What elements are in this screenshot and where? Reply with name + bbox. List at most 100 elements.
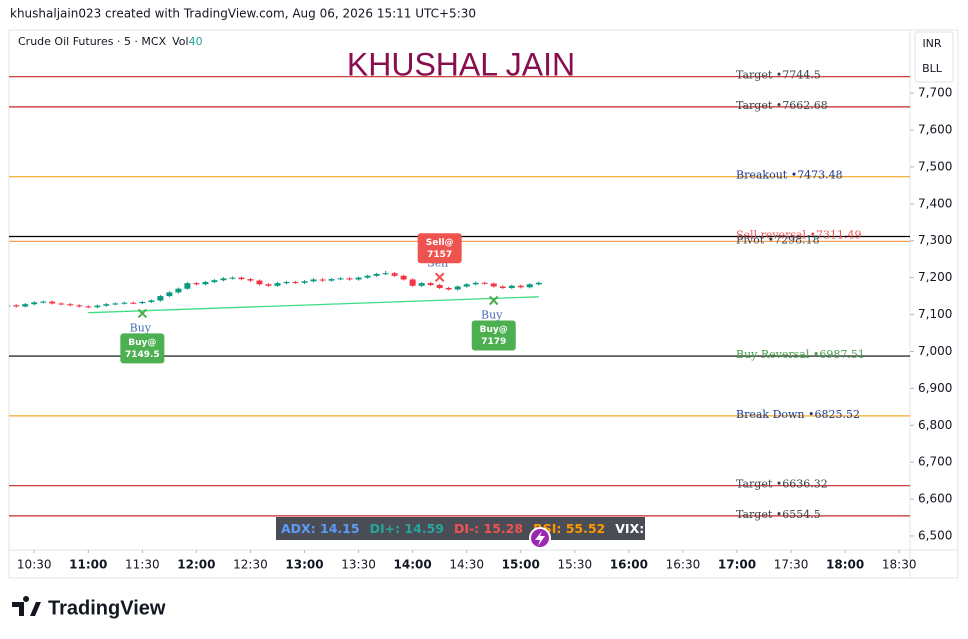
candle-body (148, 300, 155, 302)
indicator: DI-: 15.28 (454, 521, 523, 536)
x-tick-label: 18:30 (882, 558, 917, 572)
x-tick-label: 14:00 (394, 558, 432, 572)
level-label: Pivot •7298.18 (736, 233, 820, 246)
level-label: Target •6636.32 (736, 478, 828, 491)
candle-body (112, 303, 119, 305)
x-tick-label: 16:30 (666, 558, 701, 572)
candle-body (139, 301, 146, 304)
y-tick-label: 7,500 (918, 159, 952, 173)
logo-icon (12, 596, 41, 616)
x-tick-label: 11:00 (69, 558, 107, 572)
x-tick-label: 16:00 (610, 558, 648, 572)
candle-body (463, 284, 470, 287)
y-tick-label: 6,500 (918, 528, 952, 542)
candle-body (400, 275, 407, 280)
candle-body (193, 283, 200, 285)
candle-body (301, 281, 308, 283)
y-tick-label: 7,000 (918, 344, 952, 358)
candle-body (58, 303, 65, 305)
candle-body (472, 282, 479, 285)
candle-body (265, 284, 272, 286)
level-label: Target •7744.5 (736, 69, 821, 82)
candle-body (211, 280, 218, 283)
candle-body (166, 292, 173, 297)
logo-text: TradingView (48, 597, 166, 619)
signal-marker (434, 272, 445, 282)
candle-body (283, 282, 290, 284)
candle-body (202, 282, 209, 285)
x-tick-label: 17:00 (718, 558, 756, 572)
candle-body (517, 285, 524, 288)
symbol: Crude Oil Futures · 5 · MCX Vol40 (18, 35, 203, 48)
candle-body (67, 304, 74, 306)
credit: khushaljain023 created with TradingView.… (10, 7, 476, 21)
y-tick-label: 7,400 (918, 196, 952, 210)
candle-body (373, 273, 380, 276)
candle-body (328, 279, 335, 281)
candle-body (274, 283, 281, 286)
candle-body (436, 285, 443, 288)
x-tick-label: 13:00 (285, 558, 323, 572)
candle-body (319, 279, 326, 281)
x-tick-label: 11:30 (125, 558, 160, 572)
candle-body (535, 282, 542, 285)
candle-body (382, 273, 389, 275)
candle-body (337, 278, 344, 280)
candle-body (94, 305, 101, 308)
y-tick-label: 6,600 (918, 492, 952, 506)
currency: INR (922, 37, 941, 50)
y-tick-label: 6,700 (918, 455, 952, 469)
candle-body (508, 285, 515, 288)
candle-body (85, 306, 92, 308)
indicator: RSI: 55.52 (533, 521, 605, 536)
y-tick-label: 7,300 (918, 233, 952, 247)
candle-body (9, 305, 11, 307)
signal-tag: Sell@ (426, 238, 454, 248)
candle-body (220, 278, 227, 281)
signal-side: Buy (130, 321, 152, 334)
candle-body (76, 305, 83, 307)
candle-body (418, 283, 425, 286)
candle-body (526, 284, 533, 288)
candle-body (292, 282, 299, 284)
candle-body (499, 286, 506, 288)
y-tick-label: 7,600 (918, 123, 952, 137)
signal-box (120, 333, 165, 364)
symbol-name: Crude Oil Futures · 5 · MCX (18, 35, 167, 48)
candle-body (427, 283, 434, 286)
candle-body (490, 283, 497, 287)
candle-body (445, 287, 452, 290)
candle-body (355, 277, 362, 280)
candle-body (454, 286, 461, 290)
candle-body (40, 301, 47, 303)
candle-body (481, 282, 488, 284)
signal-marker (489, 295, 499, 306)
indicator: ADX: 14.15 (281, 521, 360, 536)
candle-body (391, 273, 398, 276)
signal-price: 7149.5 (125, 350, 160, 360)
y-tick-label: 6,900 (918, 381, 952, 395)
candle-body (364, 275, 371, 278)
chart-frame (8, 29, 959, 579)
signal-side: Buy (481, 309, 503, 322)
alert-bolt (535, 531, 545, 546)
candle-body (238, 277, 245, 280)
level-label: Buy Reversal •6987.51 (736, 348, 865, 361)
y-tick-label: 7,700 (918, 86, 952, 100)
candle-body (310, 279, 317, 282)
y-tick-label: 7,200 (918, 270, 952, 284)
signal-box (471, 320, 516, 351)
x-tick-label: 17:30 (774, 558, 809, 572)
candle-body (13, 305, 20, 307)
level-label: Target •7662.68 (736, 99, 828, 112)
candle-body (175, 288, 182, 293)
signal-price: 7157 (427, 250, 452, 260)
x-tick-label: 13:30 (341, 558, 376, 572)
indicators: ADX: 14.15 DI+: 14.59 DI-: 15.28 RSI: 55.52… (281, 521, 688, 536)
candle-body (103, 304, 110, 306)
signal-tag: Buy@ (480, 325, 508, 335)
candle-body (22, 304, 29, 307)
candle-body (229, 277, 236, 279)
